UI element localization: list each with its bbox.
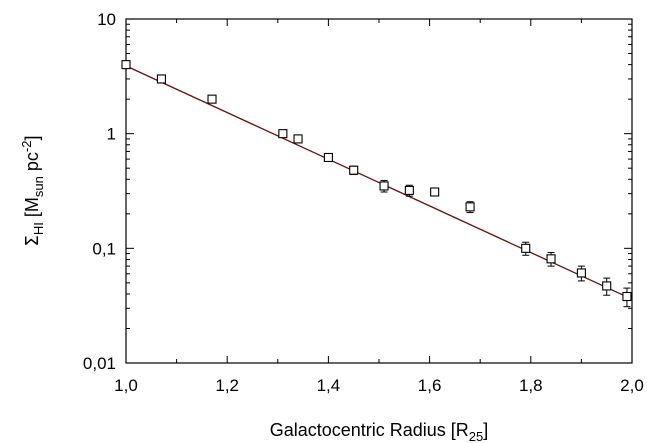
- y-axis-title-sub: HI: [31, 222, 46, 235]
- square-marker: [207, 94, 217, 104]
- x-axis-title-sub: 25: [469, 429, 483, 443]
- y-axis-title-end: ]: [22, 136, 42, 141]
- data-points: [121, 60, 632, 308]
- data-point: [207, 94, 217, 104]
- fit-line-group: [125, 65, 633, 300]
- y-axis-title-sub2: sun: [31, 176, 46, 197]
- square-marker: [278, 129, 288, 139]
- square-marker: [521, 243, 531, 253]
- y-axis-title-sup: -2: [19, 141, 34, 153]
- data-point: [430, 187, 440, 197]
- data-point: [379, 180, 389, 193]
- data-point: [349, 165, 359, 176]
- square-marker: [602, 281, 612, 291]
- data-point: [546, 251, 556, 267]
- x-tick-label: 1,8: [519, 376, 543, 395]
- data-point: [278, 129, 288, 139]
- data-point: [602, 277, 612, 296]
- x-axis-title-end: ]: [483, 420, 488, 440]
- square-marker: [323, 152, 333, 163]
- square-marker: [546, 254, 556, 264]
- plot-area-border: [125, 18, 633, 364]
- data-point: [622, 287, 632, 308]
- axis-labels: 1,0 1,2 1,4 1,6 1,8 2,0 0,01 0,1 1 10: [83, 10, 644, 395]
- data-point: [404, 184, 414, 197]
- square-marker: [622, 291, 632, 302]
- square-marker: [379, 181, 389, 191]
- data-point: [465, 201, 475, 214]
- square-marker: [576, 268, 586, 278]
- y-axis-title: ΣHI [Msun pc-2]: [19, 136, 46, 247]
- axis-ticks: [125, 18, 633, 364]
- square-marker: [349, 165, 359, 175]
- data-point: [293, 134, 303, 144]
- x-tick-label: 1,2: [215, 376, 239, 395]
- y-axis-title-mid: [M: [22, 197, 42, 222]
- data-point: [156, 74, 166, 84]
- square-marker: [430, 187, 440, 197]
- x-axis-title: Galactocentric Radius [R25]: [270, 420, 489, 443]
- square-marker: [465, 202, 475, 212]
- x-tick-label: 1,0: [114, 376, 138, 395]
- y-tick-label: 10: [97, 10, 116, 29]
- fit-line: [125, 65, 633, 300]
- y-tick-label: 0,01: [83, 354, 116, 373]
- data-point: [576, 265, 586, 282]
- data-point: [323, 152, 333, 163]
- x-tick-label: 1,4: [317, 376, 341, 395]
- y-tick-label: 1: [107, 125, 116, 144]
- data-point: [121, 60, 131, 70]
- y-tick-label: 0,1: [92, 239, 116, 258]
- x-tick-label: 2,0: [620, 376, 644, 395]
- square-marker: [156, 74, 166, 84]
- data-point: [521, 241, 531, 256]
- y-axis-title-sigma: Σ: [22, 235, 43, 246]
- axes-frame: [125, 18, 633, 364]
- square-marker: [121, 60, 131, 70]
- x-tick-label: 1,6: [418, 376, 442, 395]
- square-marker: [293, 134, 303, 144]
- y-axis-title-mid2: pc: [22, 152, 42, 176]
- square-marker: [404, 185, 414, 195]
- x-axis-title-main: Galactocentric Radius [R: [270, 420, 469, 440]
